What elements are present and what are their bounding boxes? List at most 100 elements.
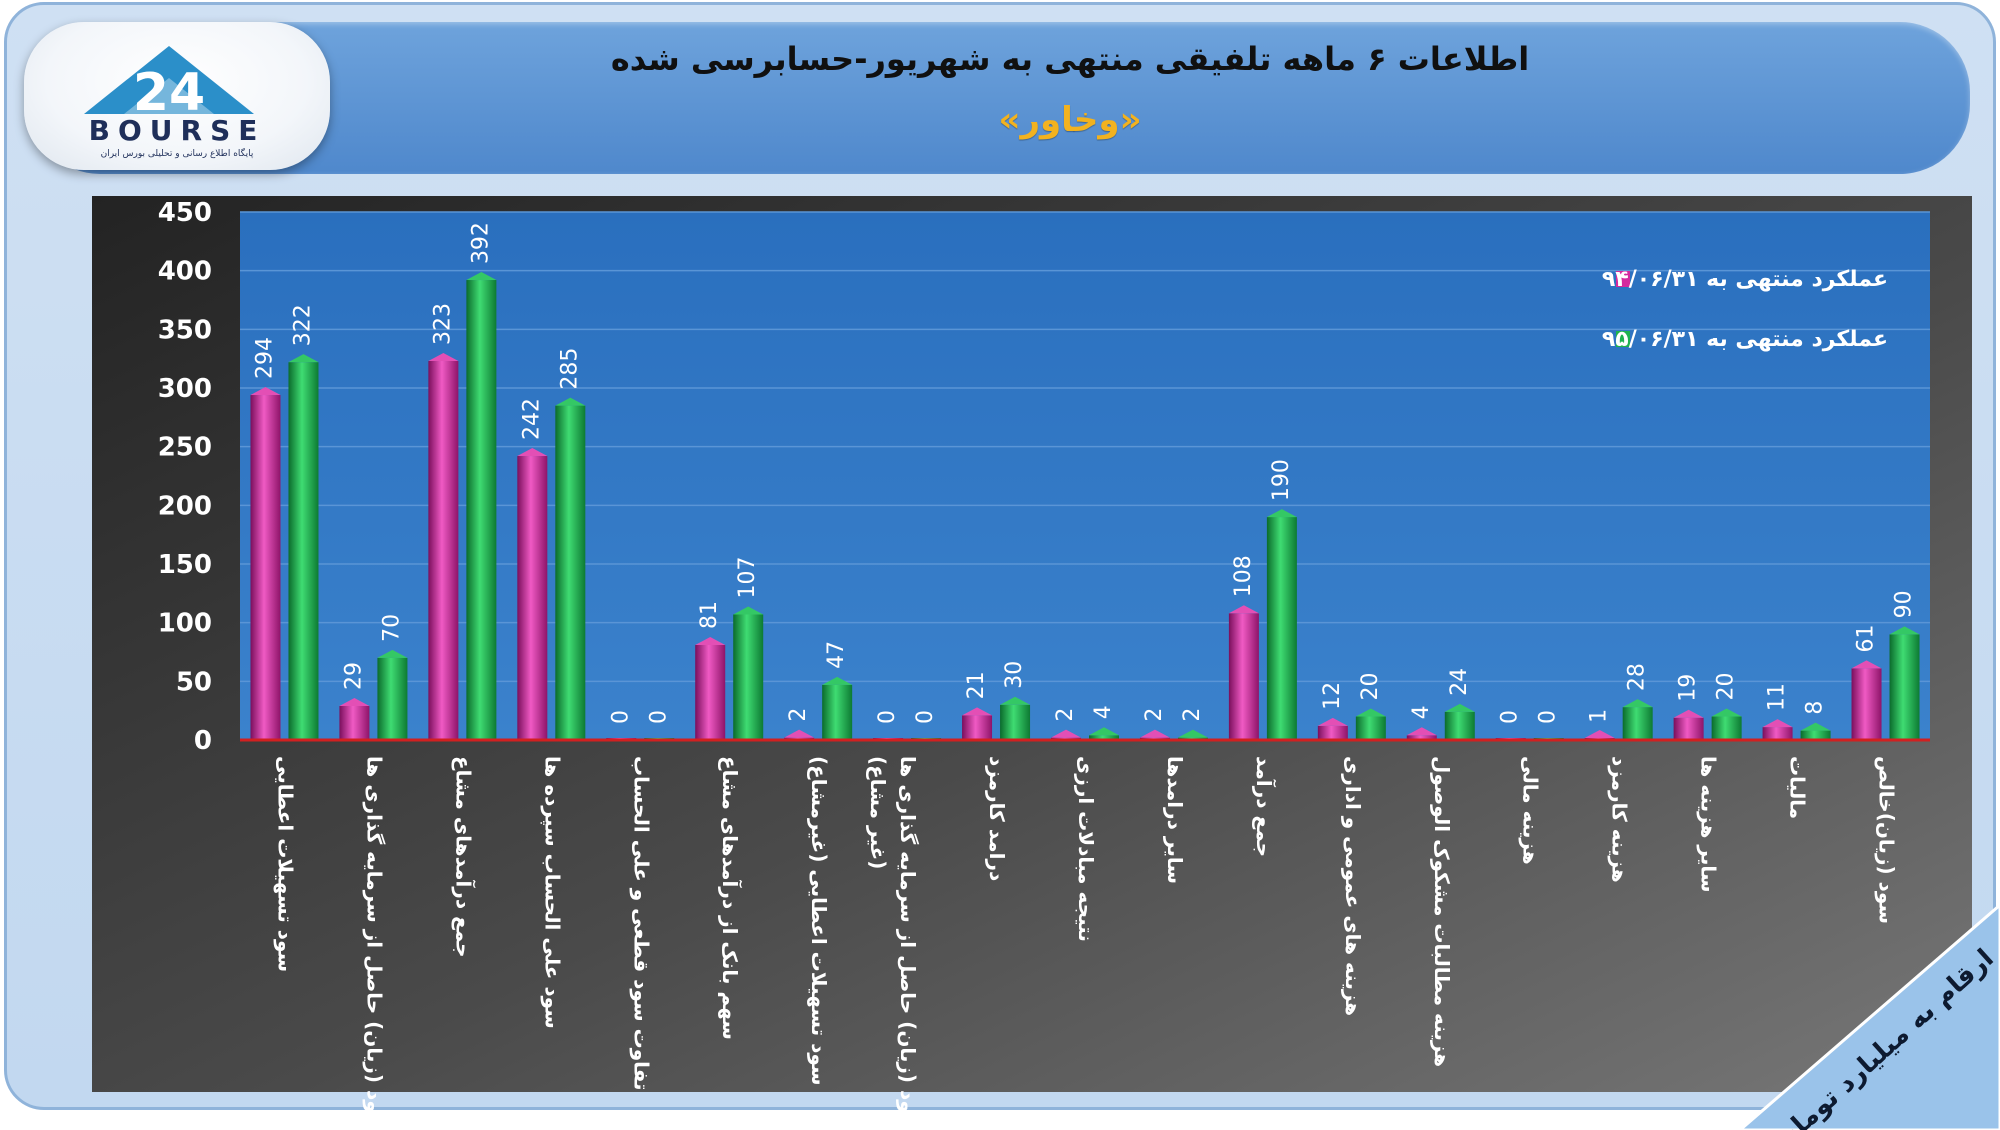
data-label: 323	[430, 303, 455, 345]
bar-series-2	[1266, 517, 1297, 740]
x-category-label: سایر درامدها	[1163, 756, 1187, 884]
x-axis-categories: سود تسهیلات اعطایی سود (زیان) حاصل از سرم…	[273, 756, 1898, 1130]
bar-series-2	[733, 614, 764, 740]
data-label: 19	[1676, 674, 1701, 702]
data-label: 21	[964, 671, 989, 699]
data-label: 0	[608, 710, 633, 724]
bar-cap	[784, 729, 815, 738]
y-tick-label: 450	[158, 198, 212, 228]
x-category-label: هزینه مالی	[1519, 756, 1543, 865]
x-category-label: سهم بانک از درآمدهای مشاع	[718, 756, 743, 1040]
data-label: 285	[557, 348, 582, 390]
bar-series-2	[377, 657, 408, 740]
legend-label: عملکرد منتهی به ۹۵/۰۶/۳۱	[1602, 327, 1888, 352]
data-label: 29	[341, 662, 366, 690]
bar-series-1	[250, 395, 281, 740]
data-label: 61	[1854, 624, 1879, 652]
x-category-label: سود تسهیلات اعطایی	[273, 756, 297, 972]
bar-cap	[555, 397, 586, 406]
data-label: 20	[1358, 673, 1383, 701]
bar-series-1	[1406, 735, 1437, 740]
bar-series-2	[1355, 716, 1386, 740]
bar-cap	[1051, 729, 1081, 738]
data-label: 2	[1180, 708, 1205, 722]
x-category-label: هزینه مطالبات مشکوک الوصول	[1430, 756, 1454, 1067]
header-band	[30, 22, 1970, 174]
data-label: 12	[1320, 682, 1345, 710]
x-category-label: جمع درآمدهای مشاع	[451, 756, 476, 958]
logo-graphic: 24 BOURSE پایگاه اطلاع رسانی و تحلیلی بو…	[84, 46, 266, 159]
bar-cap	[1406, 727, 1437, 736]
bar-cap	[288, 354, 319, 363]
data-label: 81	[697, 601, 722, 629]
y-tick-label: 50	[176, 667, 212, 697]
data-label: 242	[519, 398, 544, 440]
legend-swatch	[1616, 271, 1630, 287]
data-label: 4	[1409, 705, 1434, 719]
data-label: 294	[252, 337, 277, 379]
bar-cap	[962, 707, 993, 716]
bar-cap	[1800, 722, 1831, 731]
bar-series-1	[695, 644, 726, 740]
bar-series-1	[1851, 668, 1882, 740]
y-tick-label: 200	[158, 491, 212, 521]
data-label: 8	[1803, 701, 1828, 715]
bar-series-2	[1089, 735, 1119, 740]
bar-cap	[1355, 708, 1386, 717]
units-note: ارقام به میلیارد تومان	[1740, 905, 2000, 1130]
page-title: اطلاعات ۶ ماهه تلفیقی منتهی به شهریور-حس…	[610, 40, 1530, 78]
bar-series-2	[1444, 711, 1475, 740]
bar-cap	[1089, 727, 1119, 736]
bar-series-2	[1000, 704, 1031, 740]
data-label: 0	[646, 710, 671, 724]
bar-cap	[822, 676, 853, 685]
data-label: 0	[875, 710, 900, 724]
x-category-label: نتیجه مبادلات ارزی	[1074, 756, 1098, 942]
x-category-label: (غیر مشاع)	[866, 756, 890, 869]
bar-cap	[1317, 717, 1348, 726]
bar-cap	[466, 272, 497, 281]
bar-series-2	[466, 280, 497, 740]
bar-series-1	[1762, 727, 1793, 740]
x-category-label: سود تسهیلات اعطایی (غیرمشاع)	[807, 756, 831, 1086]
data-label: 190	[1269, 459, 1294, 501]
bar-series-1	[428, 361, 459, 740]
legend-label: عملکرد منتهی به ۹۴/۰۶/۳۱	[1602, 267, 1888, 292]
y-tick-label: 300	[158, 374, 212, 404]
bar-series-2	[1622, 707, 1653, 740]
data-label: 2	[1053, 708, 1078, 722]
x-category-label: هزینه های عمومی و اداری	[1341, 756, 1365, 1016]
data-label: 107	[735, 556, 760, 598]
logo-word: BOURSE	[89, 114, 266, 147]
bourse24-logo: 24 BOURSE پایگاه اطلاع رسانی و تحلیلی بو…	[24, 22, 330, 170]
data-label: 70	[379, 614, 404, 642]
data-label: 4	[1091, 705, 1116, 719]
bar-cap	[1762, 719, 1793, 728]
data-label: 1	[1587, 709, 1612, 723]
bar-cap	[377, 649, 408, 658]
bar-cap	[1673, 709, 1704, 718]
data-label: 11	[1765, 683, 1790, 711]
x-category-label: مالیات	[1786, 756, 1810, 819]
data-label: 392	[468, 222, 493, 264]
bar-cap	[733, 606, 764, 615]
bar-series-1	[517, 456, 548, 740]
data-label: 28	[1625, 663, 1650, 691]
bar-series-1	[1228, 613, 1259, 740]
bar-cap	[1266, 509, 1297, 518]
x-category-label: هزینه کارمزد	[1608, 756, 1632, 883]
data-label: 47	[824, 641, 849, 669]
x-category-label: سایر هزینه ها	[1697, 756, 1721, 893]
bar-series-1	[962, 715, 993, 740]
data-label: 2	[786, 708, 811, 722]
bar-cap	[695, 636, 726, 645]
bar-cap	[1711, 708, 1742, 717]
bar-cap	[1622, 699, 1653, 708]
x-category-label: سود علی الحساب سپرده ها	[539, 756, 564, 1029]
logo-triangle-icon	[84, 46, 254, 114]
bar-series-2	[555, 405, 586, 740]
bar-cap	[1889, 626, 1920, 635]
data-label: 2	[1142, 708, 1167, 722]
